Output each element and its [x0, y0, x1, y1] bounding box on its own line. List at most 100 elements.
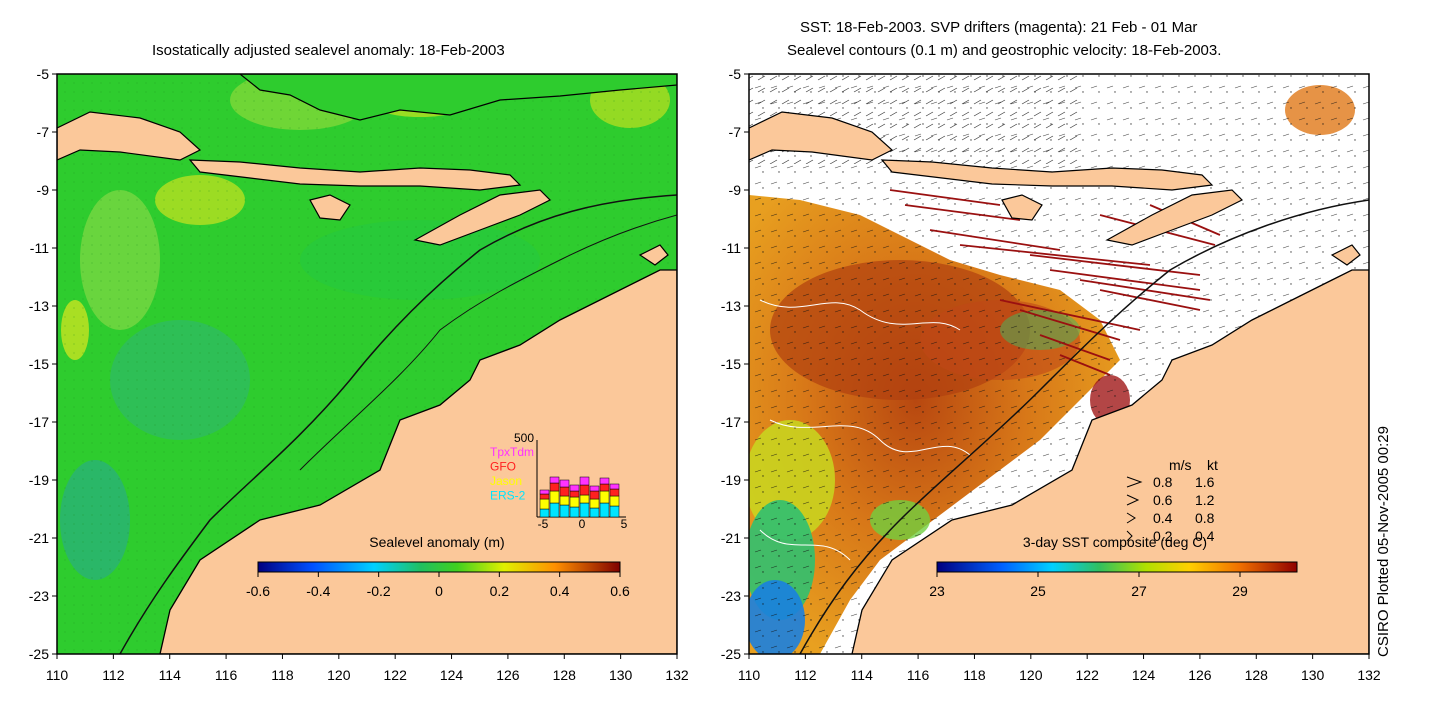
velocity-ms-value: 0.8	[1153, 474, 1173, 490]
y-tick-label: -9	[729, 182, 742, 198]
left-map-panel	[57, 74, 677, 654]
x-tick-label: 122	[1076, 667, 1100, 683]
drifter-track	[1059, 354, 1111, 376]
y-tick-label: -7	[37, 124, 50, 140]
plot-credit: CSIRO Plotted 05-Nov-2005 00:29	[1375, 426, 1392, 657]
inset-bar-segment	[609, 505, 620, 518]
sla-colorbar-strip	[257, 561, 621, 573]
x-tick-label: 112	[102, 667, 125, 683]
x-tick-label: 128	[553, 667, 577, 683]
inset-bar-segment	[599, 490, 610, 504]
sla-colorbar-ticks: -0.6 -0.4 -0.2 0 0.2 0.4 0.6	[246, 572, 630, 599]
right-colorbar: 3-day SST composite (deg C) 23 25 27 29	[929, 534, 1298, 599]
y-tick-label: -7	[729, 124, 742, 140]
inset-ymax-label: 500	[514, 431, 534, 445]
sst-tick-label: 25	[1030, 583, 1046, 599]
sla-tick-label: -0.2	[367, 583, 391, 599]
inset-bar-segment	[539, 493, 550, 500]
drifter-track	[889, 189, 1001, 206]
x-tick-label: 124	[1132, 667, 1156, 683]
drifter-track	[959, 244, 1151, 266]
x-tick-label: 122	[384, 667, 408, 683]
y-tick-label: -13	[721, 298, 741, 314]
drifter-track	[929, 229, 1061, 251]
inset-legend-jason: Jason	[490, 474, 522, 488]
timor-island	[413, 189, 552, 246]
drifter-track	[1019, 309, 1121, 341]
x-tick-label: 114	[851, 667, 874, 683]
velocity-scale-arrow	[1126, 512, 1136, 524]
x-tick-label: 118	[271, 667, 294, 683]
y-tick-label: -25	[721, 646, 741, 662]
inset-bar-segment	[599, 477, 610, 485]
y-tick-label: -15	[721, 356, 741, 372]
y-tick-label: -25	[29, 646, 49, 662]
y-tick-label: -11	[30, 240, 49, 256]
inset-bar-segment	[549, 482, 560, 492]
shelf-contour	[799, 199, 1369, 654]
y-tick-label: -21	[721, 530, 741, 546]
right-map-panel	[749, 74, 1369, 654]
sla-tick-label: 0.6	[610, 583, 630, 599]
inset-bar-segment	[579, 476, 590, 486]
northern-coastline	[239, 74, 677, 121]
inset-bars	[539, 476, 620, 518]
java-island	[749, 111, 894, 161]
australia-landmass	[851, 269, 1369, 654]
sla-tick-label: 0	[435, 583, 443, 599]
inset-bar-segment	[579, 502, 590, 518]
x-tick-label: 124	[440, 667, 464, 683]
sla-tick-label: 0.2	[490, 583, 510, 599]
inset-bar-segment	[589, 490, 600, 500]
y-tick-label: -19	[29, 472, 49, 488]
inset-x-ticks: -5 0 5	[538, 517, 628, 531]
velocity-scale-arrow	[1126, 494, 1140, 506]
velocity-scale-arrow	[1126, 530, 1133, 542]
sla-tick-label: -0.6	[246, 583, 270, 599]
y-tick-label: -17	[29, 414, 49, 430]
left-y-axis-ticks: -5 -7 -9 -11 -13 -15 -17 -19 -21 -23 -25	[29, 66, 57, 662]
inset-bar-segment	[569, 496, 580, 508]
x-tick-label: 112	[794, 667, 817, 683]
inset-bar-segment	[549, 490, 560, 504]
inset-bar-segment	[549, 502, 560, 518]
sst-tick-label: 29	[1232, 583, 1248, 599]
x-tick-label: 118	[963, 667, 986, 683]
inset-bar-segment	[579, 484, 590, 496]
inset-bar-segment	[539, 508, 550, 518]
sumba-island	[309, 194, 351, 221]
x-tick-label: 114	[159, 667, 182, 683]
sealevel-contour	[759, 299, 961, 331]
x-tick-label: 116	[215, 667, 238, 683]
drifter-track	[1039, 334, 1111, 361]
velocity-scale-legend: m/s kt 0.8 1.6 0.6 1.2 0.4 0.8 0.2 0.4	[1126, 457, 1218, 544]
y-tick-label: -11	[722, 240, 741, 256]
left-colorbar: Sealevel anomaly (m) -0.6 -0.4 -0.2 0 0.2 0.4…	[246, 534, 630, 599]
drifter-track	[999, 299, 1141, 331]
right-panel-title-line2: Sealevel contours (0.1 m) and geostrophi…	[787, 42, 1222, 59]
inset-legend-tpxtdm: TpxTdm	[490, 445, 534, 459]
y-tick-label: -19	[721, 472, 741, 488]
sealevel-contour	[759, 529, 851, 561]
x-tick-label: 132	[665, 667, 689, 683]
x-tick-label: 120	[1019, 667, 1043, 683]
inset-legend-gfo: GFO	[490, 460, 516, 474]
sst-colorbar-label: 3-day SST composite (deg C)	[1023, 534, 1207, 550]
inset-bar-segment	[579, 494, 590, 504]
x-tick-label: 132	[1357, 667, 1381, 683]
y-tick-label: -21	[29, 530, 49, 546]
java-island	[57, 111, 202, 161]
sumba-island	[1001, 194, 1043, 221]
inset-bar-segment	[599, 483, 610, 492]
inset-bar-segment	[609, 483, 620, 490]
left-x-axis-ticks: 110 112 114 116 118 120 122 124 126 128 130 132	[46, 654, 689, 683]
x-tick-label: 120	[327, 667, 351, 683]
small-island	[638, 244, 669, 266]
drifter-track	[1029, 254, 1201, 276]
velocity-ms-value: 0.2	[1153, 528, 1173, 544]
drifter-track	[1099, 289, 1201, 311]
sst-tick-label: 27	[1131, 583, 1147, 599]
